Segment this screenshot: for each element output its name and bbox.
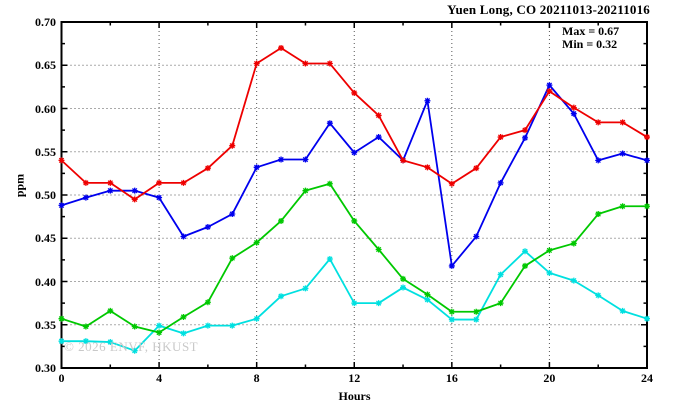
min-value-label: Min = 0.32 bbox=[562, 37, 618, 51]
watermark: © 2026 ENVF, HKUST bbox=[64, 339, 199, 354]
series-cyan-markers bbox=[58, 248, 650, 354]
y-tick-label: 0.55 bbox=[35, 144, 56, 159]
series-red-markers bbox=[58, 44, 650, 203]
x-tick-label: 12 bbox=[348, 371, 361, 385]
plot-border bbox=[60, 21, 648, 369]
y-tick-label: 0.30 bbox=[35, 361, 56, 375]
y-tick-label: 0.50 bbox=[35, 188, 56, 202]
x-tick-label: 24 bbox=[641, 371, 653, 385]
y-tick-label: 0.65 bbox=[35, 58, 56, 73]
y-tick-label: 0.35 bbox=[35, 317, 56, 332]
x-axis-label: Hours bbox=[338, 389, 371, 403]
chart-title: Yuen Long, CO 20211013-20211016 bbox=[447, 2, 650, 17]
y-tick-label: 0.60 bbox=[35, 101, 56, 116]
x-tick-label: 0 bbox=[58, 371, 65, 385]
x-tick-label: 4 bbox=[156, 371, 163, 385]
x-tick-label: 8 bbox=[253, 371, 260, 385]
series-green-line bbox=[61, 182, 647, 334]
series-green-markers bbox=[58, 180, 650, 336]
y-tick-label: 0.40 bbox=[35, 274, 56, 289]
x-tick-label: 16 bbox=[445, 371, 458, 385]
x-tick-label: 20 bbox=[543, 371, 556, 385]
series-blue-markers bbox=[58, 82, 650, 269]
y-tick-label: 0.45 bbox=[35, 231, 56, 246]
max-value-label: Max = 0.67 bbox=[562, 24, 620, 38]
stats-box: Max = 0.67 Min = 0.32 bbox=[562, 25, 619, 51]
y-tick-label: 0.70 bbox=[35, 15, 56, 29]
